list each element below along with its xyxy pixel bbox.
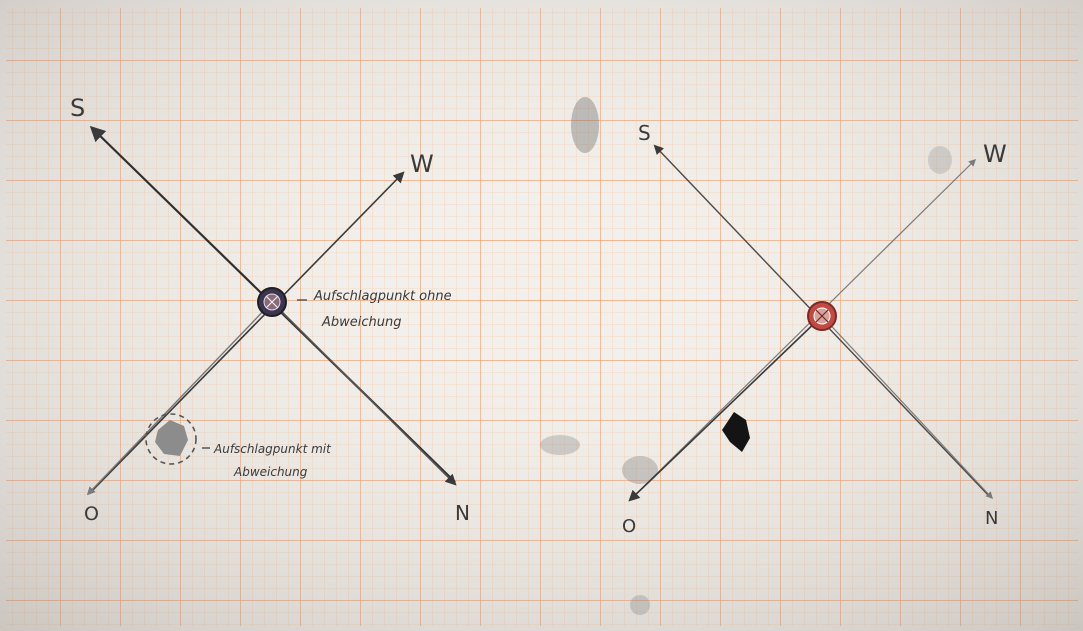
label-south: S [638, 121, 651, 145]
label-north: N [985, 508, 998, 529]
label-west: W [983, 140, 1007, 168]
annotation-center-line2: Abweichung [321, 315, 402, 330]
label-south: S [70, 94, 85, 122]
label-east: O [84, 503, 99, 525]
annotation-center-line1: Aufschlagpunkt ohne [313, 289, 452, 304]
label-east: O [622, 516, 636, 537]
annotation-offset-line2: Abweichung [233, 465, 308, 479]
impact-point-center [258, 288, 286, 316]
label-north: N [455, 501, 470, 525]
annotation-offset-line1: Aufschlagpunkt mit [213, 442, 332, 456]
impact-point-center [808, 302, 836, 330]
label-west: W [410, 150, 434, 178]
